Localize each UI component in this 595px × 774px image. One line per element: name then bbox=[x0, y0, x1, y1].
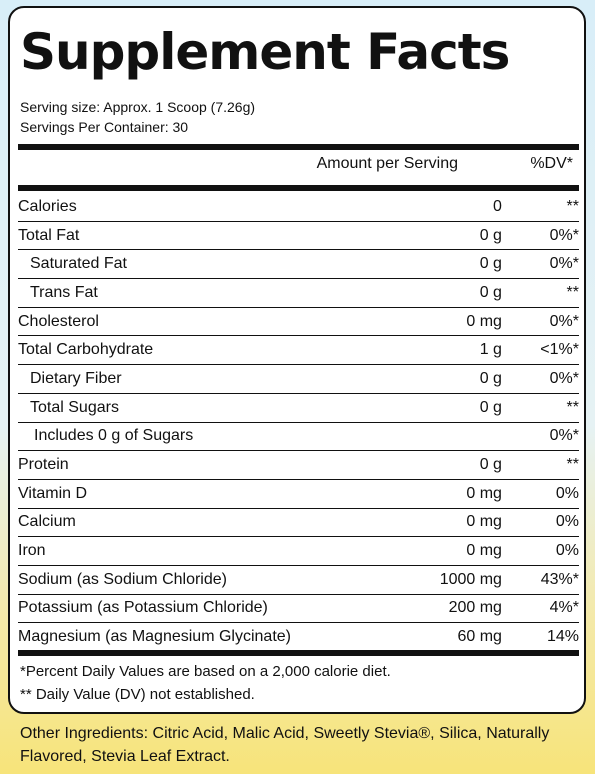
table-row: Cholesterol 0 mg 0%* bbox=[18, 307, 579, 337]
table-row: Iron 0 mg 0% bbox=[18, 536, 579, 566]
table-row: Sodium (as Sodium Chloride) 1000 mg 43%* bbox=[18, 565, 579, 595]
serving-size: Serving size: Approx. 1 Scoop (7.26g) bbox=[20, 99, 256, 115]
nutrient-amount: 0 g bbox=[291, 278, 502, 308]
nutrient-name: Total Carbohydrate bbox=[18, 335, 291, 366]
nutrient-name: Total Sugars bbox=[18, 393, 291, 423]
nutrient-amount: 0 mg bbox=[291, 536, 502, 566]
nutrient-name: Cholesterol bbox=[18, 307, 291, 337]
table-row: Total Carbohydrate 1 g <1%* bbox=[18, 335, 579, 366]
nutrient-name: Calories bbox=[18, 193, 291, 222]
nutrient-dv: ** bbox=[501, 193, 579, 222]
nutrient-dv: 0%* bbox=[501, 422, 579, 452]
thick-divider bbox=[18, 144, 579, 150]
nutrient-dv: 0%* bbox=[501, 364, 579, 394]
table-row: Includes 0 g of Sugars 0%* bbox=[18, 422, 579, 452]
nutrient-name: Sodium (as Sodium Chloride) bbox=[18, 565, 291, 595]
nutrient-dv: 0% bbox=[501, 479, 579, 509]
nutrient-dv: 0%* bbox=[501, 221, 579, 251]
footnote-dv-not-established: ** Daily Value (DV) not established. bbox=[20, 686, 255, 703]
nutrient-dv: ** bbox=[501, 393, 579, 423]
dv-header: %DV* bbox=[530, 155, 573, 172]
table-row: Trans Fat 0 g ** bbox=[18, 278, 579, 308]
nutrient-amount: 0 bbox=[291, 193, 502, 222]
nutrient-amount: 0 mg bbox=[291, 307, 502, 337]
table-row: Calcium 0 mg 0% bbox=[18, 508, 579, 538]
nutrient-amount bbox=[291, 422, 502, 452]
nutrient-dv: <1%* bbox=[501, 335, 579, 366]
panel-title: Supplement Facts bbox=[20, 23, 510, 81]
thick-divider bbox=[18, 650, 579, 656]
nutrient-name: Includes 0 g of Sugars bbox=[18, 422, 291, 452]
table-row: Total Sugars 0 g ** bbox=[18, 393, 579, 423]
nutrient-name: Potassium (as Potassium Chloride) bbox=[18, 594, 291, 624]
nutrient-dv: 4%* bbox=[501, 594, 579, 624]
nutrient-name: Vitamin D bbox=[18, 479, 291, 509]
nutrient-dv: 14% bbox=[546, 628, 579, 646]
table-row: Protein 0 g ** bbox=[18, 450, 579, 480]
nutrient-table: Calories 0 ** Total Fat 0 g 0%* Saturated Fat 0… bbox=[18, 193, 579, 651]
nutrient-dv: 0%* bbox=[501, 249, 579, 280]
nutrient-dv: 43%* bbox=[501, 565, 579, 595]
other-ingredients: Other Ingredients: Citric Acid, Malic Ac… bbox=[20, 725, 550, 765]
nutrient-name: Saturated Fat bbox=[18, 249, 291, 280]
footnote-percent-dv: *Percent Daily Values are based on a 2,0… bbox=[20, 663, 391, 680]
table-row: Total Fat 0 g 0%* bbox=[18, 221, 579, 251]
thick-divider bbox=[18, 185, 579, 191]
table-row: Calories 0 ** bbox=[18, 193, 579, 222]
nutrient-dv: ** bbox=[501, 450, 579, 480]
nutrient-amount: 0 mg bbox=[291, 479, 502, 509]
nutrient-dv: ** bbox=[501, 278, 579, 308]
nutrient-dv: 0% bbox=[501, 536, 579, 566]
nutrient-amount: 60 mg bbox=[457, 628, 502, 646]
nutrient-amount: 0 g bbox=[291, 221, 502, 251]
table-row: Magnesium (as Magnesium Glycinate) 60 mg 1… bbox=[18, 623, 579, 651]
nutrient-amount: 0 mg bbox=[291, 508, 502, 538]
nutrient-name: Iron bbox=[18, 536, 291, 566]
nutrient-dv: 0% bbox=[501, 508, 579, 538]
nutrient-dv: 0%* bbox=[501, 307, 579, 337]
nutrient-amount: 0 g bbox=[291, 364, 502, 394]
nutrient-amount: 0 g bbox=[291, 249, 502, 280]
nutrient-amount: 200 mg bbox=[291, 594, 502, 624]
nutrient-name: Protein bbox=[18, 450, 291, 480]
nutrient-amount: 0 g bbox=[291, 393, 502, 423]
amount-header: Amount per Serving bbox=[316, 155, 458, 172]
nutrient-name: Trans Fat bbox=[18, 278, 291, 308]
nutrient-name: Dietary Fiber bbox=[18, 364, 291, 394]
nutrient-amount: 1 g bbox=[291, 335, 502, 366]
nutrient-name: Magnesium (as Magnesium Glycinate) bbox=[18, 628, 291, 646]
table-row: Potassium (as Potassium Chloride) 200 mg 4… bbox=[18, 594, 579, 624]
nutrient-amount: 0 g bbox=[291, 450, 502, 480]
nutrient-name: Total Fat bbox=[18, 221, 291, 251]
table-row: Saturated Fat 0 g 0%* bbox=[18, 249, 579, 280]
nutrient-amount: 1000 mg bbox=[291, 565, 502, 595]
nutrient-name: Calcium bbox=[18, 508, 291, 538]
servings-per-container: Servings Per Container: 30 bbox=[20, 119, 189, 135]
table-row: Dietary Fiber 0 g 0%* bbox=[18, 364, 579, 394]
